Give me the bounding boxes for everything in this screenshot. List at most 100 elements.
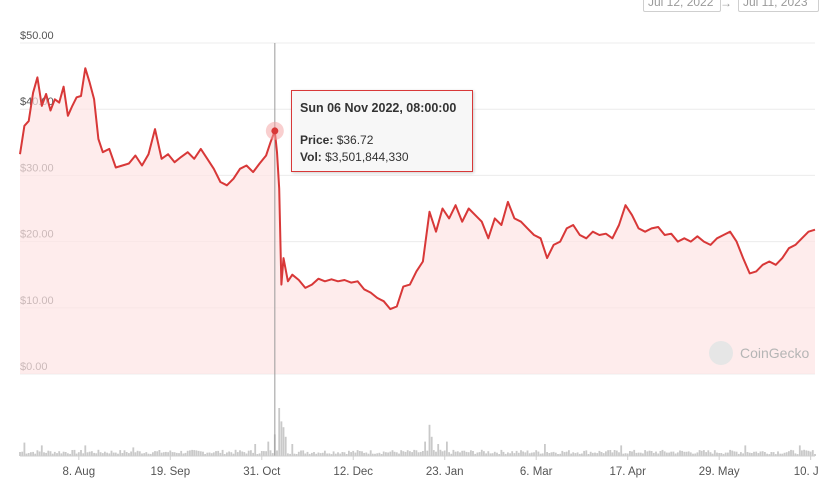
volume-bar: [387, 452, 389, 456]
volume-bar: [727, 452, 729, 456]
volume-bar: [413, 449, 416, 456]
volume-bar: [182, 453, 185, 456]
volume-bar: [443, 450, 446, 456]
volume-bar: [570, 453, 572, 456]
x-tick-label: 6. Mar: [520, 466, 553, 478]
volume-bar: [609, 450, 612, 456]
volume-bar: [576, 452, 579, 456]
volume-bar: [243, 452, 246, 456]
volume-bar: [415, 450, 418, 456]
volume-bar: [729, 449, 731, 456]
volume-bar: [308, 453, 311, 456]
volume-bar: [770, 452, 773, 456]
volume-bar: [136, 450, 139, 456]
volume-bar: [354, 452, 357, 456]
volume-bar: [108, 453, 111, 456]
volume-bar: [210, 453, 213, 456]
volume-bar: [75, 453, 78, 456]
volume-bar: [219, 452, 222, 456]
volume-bar: [132, 447, 135, 456]
volume-bar: [498, 454, 501, 456]
volume-bar: [101, 453, 104, 456]
volume-bar: [446, 441, 448, 456]
volume-bar: [759, 451, 762, 456]
volume-bar: [289, 453, 291, 456]
volume-bar: [539, 453, 542, 456]
volume-bar: [718, 453, 721, 456]
volume-bar: [311, 452, 313, 456]
volume-bar: [772, 452, 775, 456]
price-area: [20, 68, 815, 374]
volume-bar: [504, 453, 507, 456]
volume-bar: [681, 450, 683, 456]
volume-bar: [798, 445, 801, 456]
volume-bar: [768, 454, 771, 456]
date-range-from-input[interactable]: Jul 12, 2022: [643, 0, 721, 12]
volume-bar: [507, 452, 509, 456]
volume-bar: [332, 451, 335, 456]
volume-bar: [171, 452, 174, 456]
volume-bar: [162, 452, 165, 456]
volume-bar: [563, 452, 566, 456]
volume-bar: [594, 452, 596, 456]
volume-bar: [56, 453, 58, 456]
volume-bar: [480, 449, 483, 456]
volume-bar: [668, 452, 670, 456]
tooltip-price: Price: $36.72: [300, 133, 373, 147]
volume-bar: [552, 451, 555, 456]
volume-bar: [371, 453, 374, 456]
volume-bar: [232, 453, 235, 456]
volume-bar: [302, 450, 305, 456]
volume-bar: [781, 453, 784, 456]
volume-bar: [228, 451, 230, 456]
volume-bar: [600, 452, 603, 456]
volume-bar: [731, 450, 734, 456]
volume-bar: [792, 450, 795, 456]
volume-bar: [236, 452, 239, 456]
volume-bar: [411, 452, 413, 456]
volume-bar: [811, 450, 814, 456]
volume-bar: [49, 451, 52, 456]
volume-bar: [483, 451, 485, 456]
volume-bar: [25, 453, 28, 456]
volume-bar: [284, 436, 287, 456]
volume-bar: [406, 450, 409, 456]
volume-bar: [737, 453, 740, 456]
volume-bar: [674, 453, 677, 456]
volume-bar: [154, 451, 156, 456]
volume-bar: [578, 453, 581, 456]
volume-bar: [45, 452, 47, 456]
volume-bar: [581, 453, 583, 456]
volume-bar: [134, 452, 137, 456]
volume-bar: [173, 452, 176, 456]
volume-bar: [343, 452, 346, 456]
volume-bar: [426, 450, 429, 456]
volume-bar: [114, 452, 117, 456]
volume-bar: [585, 450, 588, 456]
volume-bar: [297, 451, 300, 456]
volume-bar: [694, 453, 697, 456]
volume-bar: [345, 454, 348, 456]
volume-bar: [230, 452, 233, 456]
volume-bar: [291, 444, 294, 456]
volume-bar: [491, 453, 494, 456]
volume-bar: [184, 452, 187, 456]
volume-bar: [703, 450, 705, 456]
volume-bar: [223, 454, 226, 456]
volume-bar: [245, 453, 248, 456]
volume-bar: [369, 450, 372, 456]
coingecko-watermark: CoinGecko: [709, 341, 819, 365]
volume-bar: [95, 453, 98, 456]
volume-bar: [160, 452, 163, 456]
volume-bar: [265, 451, 267, 456]
volume-bar: [456, 451, 459, 456]
volume-bar: [141, 453, 143, 456]
volume-bar: [459, 452, 461, 456]
volume-bar: [515, 450, 518, 456]
volume-bar: [321, 452, 324, 456]
tooltip-vol-value: $3,501,844,330: [325, 150, 409, 164]
volume-bar: [417, 452, 420, 456]
date-range-to-input[interactable]: Jul 11, 2023: [738, 0, 819, 12]
volume-bar: [106, 452, 108, 456]
volume-bar: [620, 445, 623, 456]
